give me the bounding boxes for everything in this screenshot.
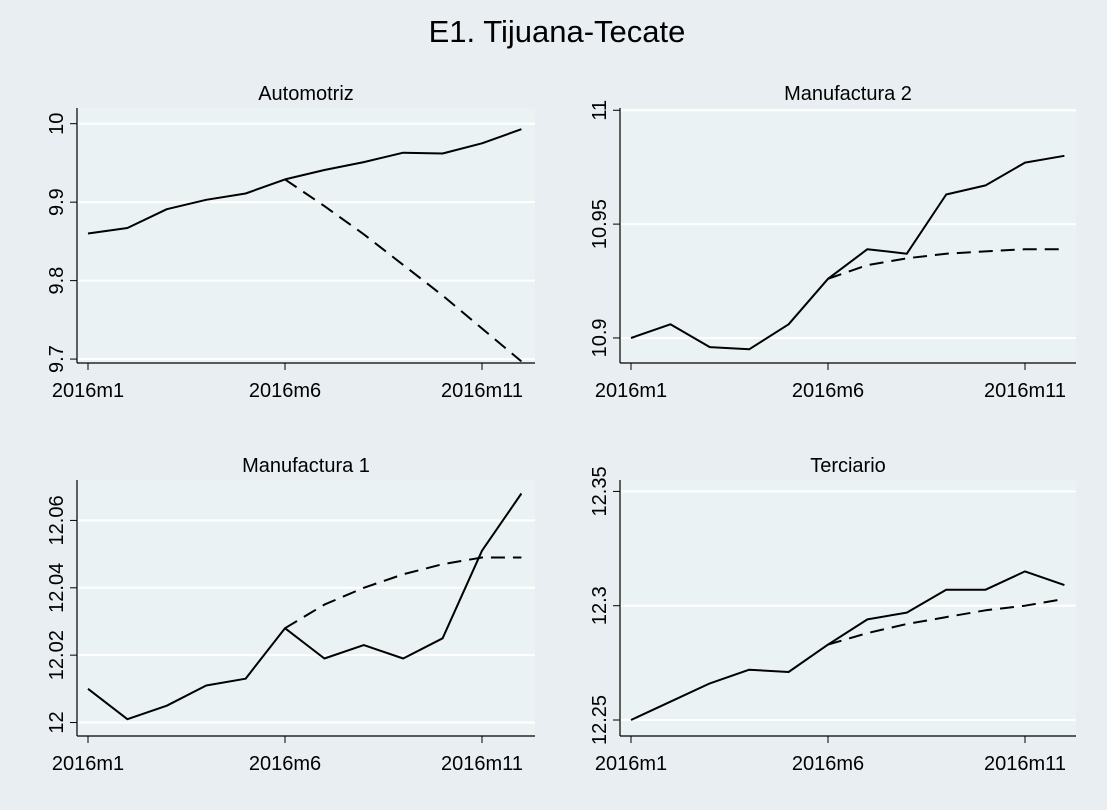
plot-area <box>77 108 535 363</box>
forecast-line <box>284 178 523 363</box>
x-tick-label: 2016m11 <box>984 380 1066 402</box>
y-tick-label: 9.7 <box>46 345 68 373</box>
x-tick-label: 2016m6 <box>792 753 864 775</box>
forecast-line <box>827 597 1065 646</box>
y-tick-label: 9.8 <box>46 267 68 295</box>
panel-manufactura-1: Manufactura 1 12 12.02 12.04 12.06 2016m1 2016… <box>46 455 535 775</box>
y-tick-label: 10.9 <box>589 318 611 357</box>
x-tick-label: 2016m11 <box>441 380 523 402</box>
x-tick-label: 2016m6 <box>249 380 321 402</box>
x-tick-label: 2016m1 <box>595 753 667 775</box>
y-tick-label: 9.9 <box>46 188 68 216</box>
plot-area <box>620 108 1076 363</box>
y-tick-label: 12.3 <box>589 586 611 625</box>
panel-title: Manufactura 1 <box>242 455 370 477</box>
y-tick-label: 12.06 <box>46 495 68 545</box>
y-tick-label: 12.04 <box>46 563 68 613</box>
observed-line <box>630 154 1065 351</box>
panel-manufactura-2: Manufactura 2 10.9 10.95 11 2016m1 2016m6 2016… <box>589 83 1076 402</box>
plot-area <box>77 480 535 736</box>
y-tick-label: 12.35 <box>589 466 611 516</box>
x-tick-label: 2016m6 <box>792 380 864 402</box>
y-tick-label: 12.02 <box>46 630 68 680</box>
forecast-line <box>827 248 1065 280</box>
y-tick-label: 10 <box>46 113 68 135</box>
panel-terciario: Terciario 12.25 12.3 12.35 2016m1 2016m6 2016m… <box>589 455 1076 775</box>
y-tick-label: 12 <box>46 711 68 733</box>
y-tick-label: 10.95 <box>589 199 611 249</box>
panel-automotriz: Automotriz 9.7 9.8 9.9 10 2016m1 2016m6 2016m11 <box>46 83 535 402</box>
panel-title: Manufactura 2 <box>784 83 912 105</box>
x-tick-label: 2016m11 <box>984 753 1066 775</box>
x-tick-label: 2016m1 <box>595 380 667 402</box>
x-tick-label: 2016m1 <box>52 753 124 775</box>
observed-line <box>630 570 1065 721</box>
forecast-line <box>284 556 522 630</box>
y-tick-label: 11 <box>589 100 611 121</box>
observed-line <box>87 492 523 721</box>
panel-title: Automotriz <box>258 83 354 105</box>
x-tick-label: 2016m1 <box>52 380 124 402</box>
observed-line <box>87 128 522 235</box>
x-tick-label: 2016m6 <box>249 753 321 775</box>
y-tick-label: 12.25 <box>589 695 611 745</box>
x-tick-label: 2016m11 <box>441 753 523 775</box>
panel-title: Terciario <box>810 455 886 477</box>
figure-title: E1. Tijuana-Tecate <box>429 14 686 49</box>
